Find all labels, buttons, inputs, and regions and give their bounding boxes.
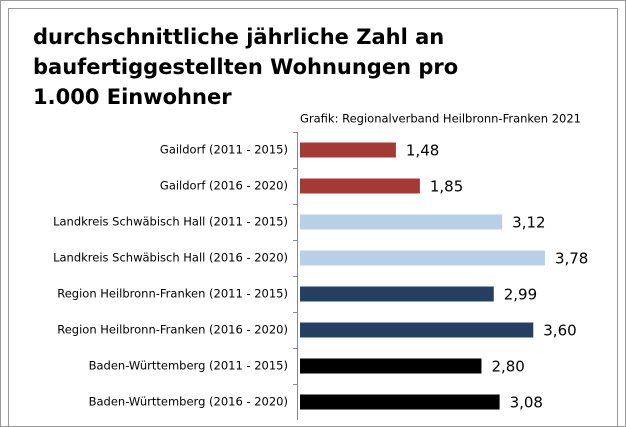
category-label: Landkreis Schwäbisch Hall (2011 - 2015)	[53, 215, 288, 229]
bar	[300, 178, 420, 194]
bar	[300, 322, 534, 338]
category-label: Region Heilbronn-Franken (2016 - 2020)	[57, 323, 288, 337]
bar	[300, 358, 482, 374]
bar	[300, 214, 503, 230]
bar	[300, 250, 545, 266]
value-label: 2,80	[491, 358, 524, 376]
value-label: 3,12	[512, 214, 545, 232]
category-label: Region Heilbronn-Franken (2011 - 2015)	[57, 287, 288, 301]
category-label: Gaildorf (2016 - 2020)	[160, 179, 288, 193]
value-label: 1,48	[406, 142, 439, 160]
category-label: Baden-Württemberg (2016 - 2020)	[89, 395, 288, 409]
value-label: 2,99	[504, 286, 537, 304]
bar	[300, 142, 396, 158]
bar	[300, 286, 494, 302]
bar	[300, 394, 500, 410]
value-label: 3,78	[555, 250, 588, 268]
category-label: Landkreis Schwäbisch Hall (2016 - 2020)	[53, 251, 288, 265]
value-label: 1,85	[430, 178, 463, 196]
chart-title: durchschnittliche jährliche Zahl an bauf…	[33, 25, 459, 109]
category-label: Gaildorf (2011 - 2015)	[160, 143, 288, 157]
value-label: 3,60	[543, 322, 576, 340]
category-label: Baden-Württemberg (2011 - 2015)	[89, 359, 288, 373]
value-label: 3,08	[510, 394, 543, 412]
source: Grafik: Regionalverband Heilbronn-Franke…	[300, 112, 581, 126]
